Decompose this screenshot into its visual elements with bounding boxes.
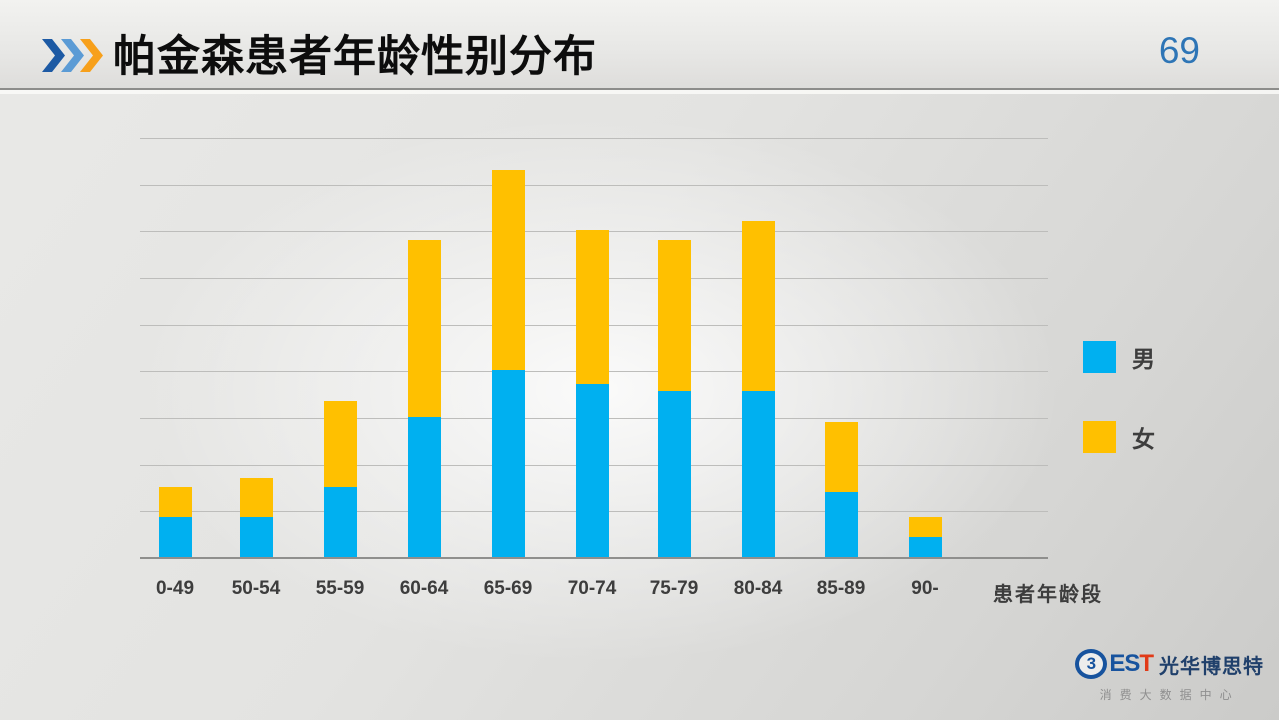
- triple-chevron-icon: [42, 39, 103, 72]
- bar-segment-female: [657, 239, 691, 392]
- x-axis-label: 80-84: [733, 578, 783, 599]
- page-title: 帕金森患者年龄性别分布: [113, 33, 597, 81]
- x-axis-label: 90-: [911, 578, 939, 599]
- logo-letter-t: T: [1139, 650, 1154, 677]
- stacked-bar: [239, 477, 273, 557]
- stacked-bar: [908, 516, 942, 557]
- legend-swatch: [1083, 421, 1116, 453]
- logo-subtitle: 消费大数据中心: [1099, 688, 1240, 702]
- logo-b-emblem-icon: 3: [1075, 649, 1108, 679]
- bar-segment-female: [824, 421, 858, 492]
- logo-wordmark: 3 ES T 光华博思特: [1075, 649, 1264, 679]
- legend-swatch: [1083, 341, 1116, 373]
- x-axis-baseline: [140, 557, 1048, 559]
- stacked-bar: [323, 400, 357, 557]
- page-number: 69: [1158, 30, 1200, 71]
- x-axis-title: 患者年龄段: [993, 584, 1103, 606]
- stacked-bar: [657, 239, 691, 557]
- bar-segment-female: [323, 400, 357, 487]
- x-axis-label: 55-59: [315, 578, 365, 599]
- x-axis-label: 70-74: [567, 578, 617, 599]
- gridline: [140, 184, 1048, 186]
- bar-segment-male: [908, 536, 942, 557]
- stacked-bar: [158, 487, 192, 557]
- x-axis-label: 85-89: [816, 578, 866, 599]
- bar-segment-female: [908, 516, 942, 537]
- bar-segment-female: [158, 487, 192, 518]
- bar-segment-female: [491, 169, 525, 371]
- stacked-bar-chart: [140, 138, 1048, 559]
- company-logo: 3 ES T 光华博思特 消费大数据中心: [1075, 649, 1264, 703]
- x-axis-label: 60-64: [399, 578, 449, 599]
- bar-segment-male: [824, 491, 858, 557]
- legend-label: 男: [1132, 346, 1155, 372]
- legend-label: 女: [1132, 426, 1155, 452]
- bar-segment-male: [158, 517, 192, 557]
- legend-item-female: 女: [1083, 420, 1155, 454]
- chart-legend: 男女: [1083, 340, 1155, 454]
- stacked-bar: [741, 221, 775, 557]
- stacked-bar: [491, 169, 525, 557]
- x-axis-label: 50-54: [231, 578, 281, 599]
- slide-header: 帕金森患者年龄性别分布 69: [0, 0, 1279, 90]
- gridline: [140, 138, 1048, 139]
- bar-segment-male: [407, 417, 441, 557]
- bar-segment-male: [239, 517, 273, 557]
- stacked-bar: [407, 239, 441, 557]
- bar-segment-male: [657, 391, 691, 557]
- logo-letters-es: ES: [1109, 650, 1140, 677]
- bar-segment-female: [407, 239, 441, 417]
- bar-segment-female: [575, 230, 609, 385]
- bar-segment-female: [741, 221, 775, 392]
- legend-item-male: 男: [1083, 340, 1155, 374]
- stacked-bar: [575, 230, 609, 557]
- x-axis-label: 75-79: [649, 578, 699, 599]
- bar-segment-male: [323, 487, 357, 557]
- x-axis-label: 65-69: [483, 578, 533, 599]
- bar-segment-male: [741, 391, 775, 557]
- stacked-bar: [824, 421, 858, 557]
- bar-segment-male: [575, 384, 609, 557]
- logo-company-name: 光华博思特: [1159, 655, 1264, 678]
- x-axis-label: 0-49: [155, 578, 195, 599]
- bar-segment-male: [491, 370, 525, 557]
- bar-segment-female: [239, 477, 273, 518]
- x-axis-labels: 患者年龄段 0-49 50-54 55-59 60-64 65-69 70-74 75-79…: [140, 578, 1279, 608]
